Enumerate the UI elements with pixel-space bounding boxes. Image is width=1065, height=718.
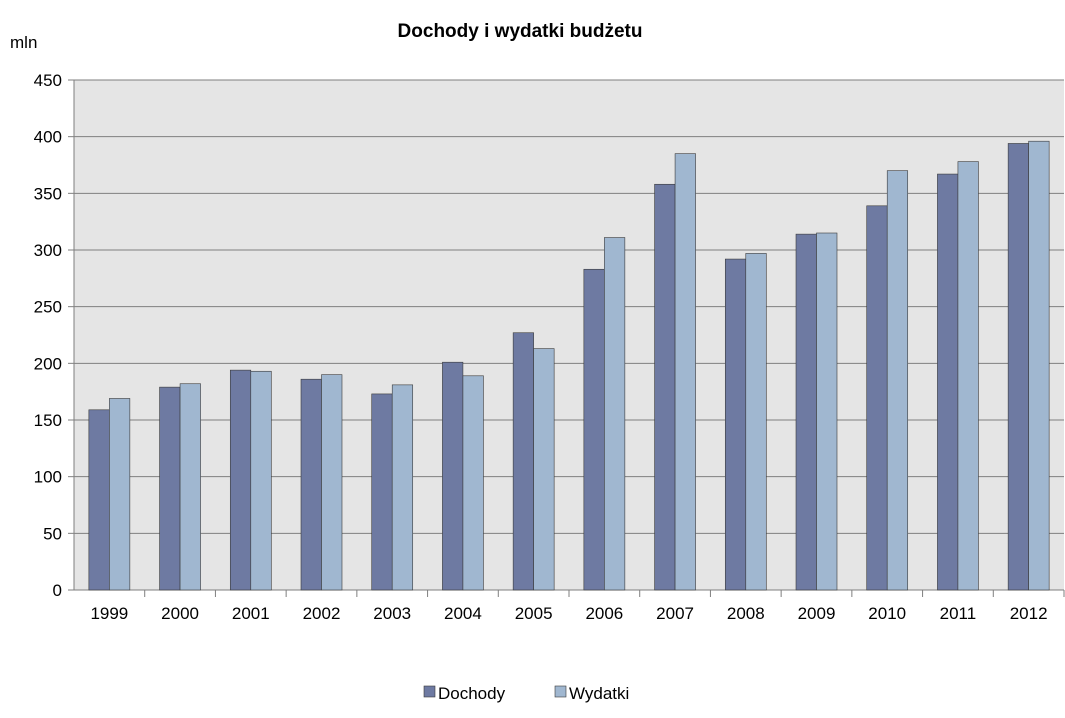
bar-dochody-2009 (795, 233, 817, 591)
legend-label-dochody: Dochody (438, 684, 506, 703)
bar-dochody-2011 (937, 173, 959, 591)
bar-wydatki-2004 (462, 375, 484, 591)
x-tick-label: 2006 (585, 604, 623, 623)
bar-wydatki-2006 (604, 237, 626, 591)
y-tick-label: 250 (34, 298, 62, 317)
x-tick-label: 2000 (161, 604, 199, 623)
x-tick-label: 2004 (444, 604, 482, 623)
bar-dochody-2000 (159, 386, 181, 591)
chart-title: Dochody i wydatki budżetu (398, 21, 643, 42)
bar-dochody-2006 (583, 268, 605, 591)
bar-wydatki-2001 (250, 370, 272, 591)
bar-dochody-2010 (866, 205, 888, 591)
x-tick-label: 2011 (940, 604, 977, 623)
bar-dochody-2004 (442, 361, 464, 591)
bar-wydatki-2009 (816, 232, 838, 591)
plot-area (74, 80, 1064, 590)
legend-swatch-wydatki (554, 685, 567, 698)
bar-wydatki-2007 (674, 153, 696, 591)
legend-swatch-dochody (423, 685, 436, 698)
bar-wydatki-2008 (745, 253, 767, 591)
x-tick-label: 2001 (232, 604, 270, 623)
y-tick-label: 100 (34, 468, 62, 487)
y-tick-label: 300 (34, 241, 62, 260)
bar-wydatki-2003 (391, 384, 414, 591)
bar-wydatki-2005 (533, 348, 555, 591)
bar-wydatki-2010 (886, 170, 909, 591)
bar-dochody-2003 (371, 393, 393, 591)
x-tick-label: 2012 (1010, 604, 1048, 623)
x-tick-label: 1999 (90, 604, 128, 623)
bar-dochody-2002 (300, 378, 322, 591)
y-tick-label: 0 (53, 581, 62, 600)
x-tick-label: 2009 (798, 604, 836, 623)
y-tick-label: 350 (34, 184, 62, 203)
x-tick-label: 2005 (515, 604, 553, 623)
bar-dochody-1999 (88, 409, 110, 591)
bar-wydatki-2002 (321, 374, 343, 591)
x-tick-label: 2008 (727, 604, 765, 623)
bar-dochody-2005 (512, 332, 534, 591)
bar-dochody-2007 (654, 183, 676, 591)
bar-wydatki-2012 (1028, 140, 1050, 591)
y-tick-label: 400 (34, 128, 62, 147)
y-tick-label: 450 (34, 71, 62, 90)
y-tick-label: 200 (34, 354, 62, 373)
bar-wydatki-1999 (109, 398, 131, 591)
bar-wydatki-2000 (179, 383, 201, 591)
y-axis-unit-label: mln (10, 33, 37, 52)
legend-label-wydatki: Wydatki (569, 684, 629, 703)
bar-dochody-2001 (229, 369, 252, 591)
bar-dochody-2008 (724, 258, 747, 591)
y-tick-label: 50 (43, 524, 62, 543)
x-tick-label: 2010 (868, 604, 906, 623)
x-tick-label: 2002 (303, 604, 341, 623)
bar-wydatki-2011 (957, 161, 979, 591)
x-tick-label: 2007 (656, 604, 694, 623)
y-tick-label: 150 (34, 411, 62, 430)
bar-dochody-2012 (1007, 143, 1029, 591)
x-tick-label: 2003 (373, 604, 411, 623)
